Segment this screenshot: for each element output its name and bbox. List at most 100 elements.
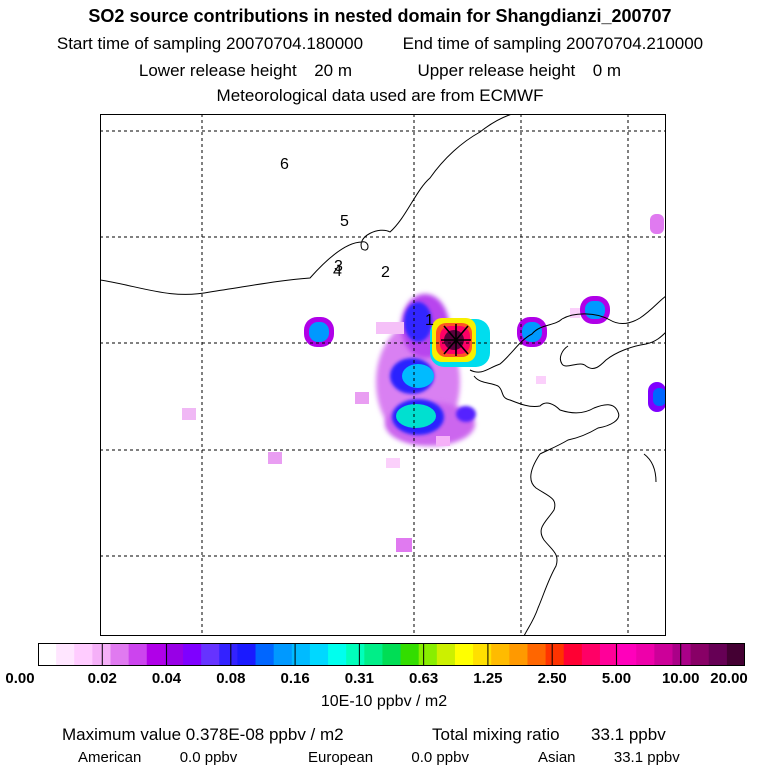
colorbar-tick-label: 0.63 [409,670,439,687]
colorbar-tick-label: 20.00 [710,670,748,687]
release-height-line: Lower release height 20 m Upper release … [0,61,760,81]
site-label-6: 6 [280,156,289,173]
colorbar-cell [672,643,692,666]
colorbar-cell [164,643,184,666]
start-time-label: Start time of sampling [56,34,222,53]
total-mixing-ratio-line: Total mixing ratio 33.1 ppbv [432,725,666,745]
colorbar-cell [255,643,275,666]
speck-g [570,308,580,318]
colorbar-cell [346,643,365,666]
upper-height-value: 0 m [592,61,622,80]
maximum-value-label: Maximum value [62,725,182,744]
colorbar-cell [509,643,529,666]
colorbar-cell [581,643,601,666]
coastline-east [523,453,558,636]
colorbar-cell [128,643,148,666]
met-data-note: Meteorological data used are from ECMWF [216,86,544,105]
concentration-field [182,214,666,552]
colorbar-cell [219,643,239,666]
blob-west-core [309,322,329,342]
coastline-korea [643,453,657,483]
speck-h [536,376,546,384]
colorbar-cell [328,643,347,666]
region-american-name: American [78,749,142,766]
colorbar-cell [201,643,220,666]
lower-height-label: Lower release height [138,61,297,80]
colorbar-cell [436,643,456,666]
region-american: American 0.0 ppbv [78,749,237,766]
colorbar-cell [273,643,293,666]
colorbar-cell [491,643,510,666]
speck-a [182,408,196,420]
colorbar-cell [708,643,728,666]
colorbar-cell [364,643,384,666]
total-mixing-value: 33.1 ppbv [591,725,666,744]
colorbar-cell [563,643,583,666]
region-asian-value: 33.1 ppbv [613,749,680,766]
site-label-2: 2 [381,264,390,281]
colorbar-tick-label: 0.02 [87,670,117,687]
colorbar-cell [382,643,402,666]
site-label-3: 3 [334,258,343,275]
colorbar-tick-label: 0.00 [5,670,35,687]
colorbar-cell [545,643,565,666]
speck-e [376,322,404,334]
colorbar-cell [146,643,166,666]
coastline-liaodong-peninsula [559,331,666,369]
graticule [100,114,666,636]
colorbar-cell [74,643,93,666]
end-time-label: End time of sampling [402,34,562,53]
colorbar-cell [183,643,202,666]
colorbar-cell [473,643,492,666]
total-mixing-label: Total mixing ratio [432,725,560,744]
colorbar-tick-label: 0.31 [344,670,374,687]
speck-f [355,392,369,404]
colorbar-tick-label: 0.04 [151,670,182,687]
upper-height-label: Upper release height [417,61,576,80]
lower-height-value: 20 m [314,61,352,80]
speck-d [386,458,400,468]
colorbar-cell [690,643,710,666]
region-asian: Asian 33.1 ppbv [538,749,680,766]
colorbar-tick-label: 0.08 [216,670,246,687]
colorbar-tick-label: 10.00 [661,670,700,687]
site-label-4: 4 [333,263,342,280]
colorbar-cell [237,643,257,666]
start-time-value: 20070704.180000 [226,34,364,53]
plume-cyan-middle [402,364,434,388]
colorbar-tick-label: 1.25 [473,670,503,687]
sampling-site-marker [441,324,471,356]
colorbar-cell [291,643,311,666]
speck-b [268,452,282,464]
colorbar-tick-label: 0.16 [280,670,310,687]
colorbar-cell [618,643,637,666]
coastline-north [100,114,513,295]
plume-blue-right [456,406,476,422]
region-asian-name: Asian [538,749,576,766]
colorbar-tick-label: 2.50 [537,670,567,687]
colorbar-tick-label: 5.00 [601,670,632,687]
region-european: European 0.0 ppbv [308,749,469,766]
colorbar-cell [599,643,619,666]
colorbar-cell [400,643,420,666]
colorbar [38,643,745,666]
maximum-value-line: Maximum value 0.378E-08 ppbv / m2 [62,725,344,745]
colorbar-frame [38,643,745,666]
colorbar-units: 10E-10 ppbv / m2 [320,693,448,710]
blob-northeast-edge [650,214,664,234]
coastline-shandong [473,375,620,455]
speck-i [436,436,450,446]
colorbar-cell [527,643,547,666]
colorbar-cell [654,643,674,666]
site-label-5: 5 [340,213,349,230]
colorbar-cell [636,643,655,666]
end-time-value: 20070704.210000 [566,34,704,53]
colorbar-cell [454,643,474,666]
colorbar-cell [110,643,130,666]
colorbar-cell [418,643,438,666]
colorbar-cell [92,643,112,666]
concentration-map: 1 2 3 4 5 6 [100,114,666,636]
colorbar-cell [726,643,745,666]
region-european-name: European [308,749,374,766]
plume-blue-upper [404,302,432,342]
